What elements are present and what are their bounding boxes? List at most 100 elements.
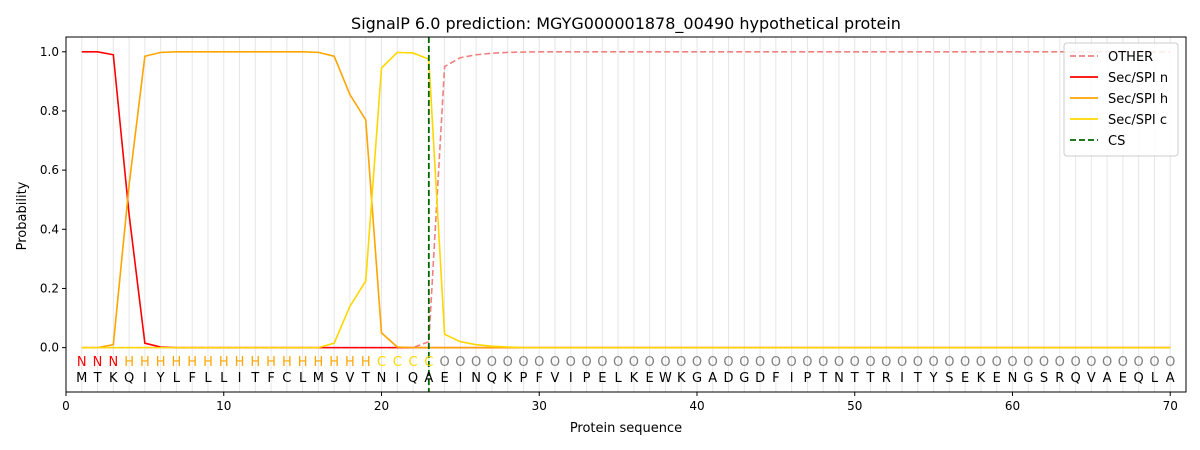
sequence-letter: N [471,371,481,386]
sequence-letter: E [440,371,448,386]
sequence-letter: L [614,371,622,386]
prediction-letter: O [913,355,923,370]
sequence-letter: I [790,371,794,386]
x-tick-label: 40 [689,399,704,413]
sequence-letter: F [188,371,195,386]
prediction-letter: O [944,355,954,370]
sequence-letter: K [977,371,986,386]
prediction-letter: H [172,355,182,370]
prediction-letter: H [235,355,245,370]
prediction-letter: O [1039,355,1049,370]
prediction-letter: O [834,355,844,370]
sequence-letter: K [109,371,118,386]
sequence-letter: L [1151,371,1159,386]
prediction-letter: O [992,355,1002,370]
prediction-letter: H [282,355,292,370]
sequence-letter: N [377,371,387,386]
grid-lines [81,37,1171,392]
prediction-letter: O [865,355,875,370]
prediction-letter: O [1023,355,1033,370]
x-tick-label: 50 [847,399,862,413]
sequence-letter: I [458,371,462,386]
prediction-letter: O [1118,355,1128,370]
sequence-letter: T [361,371,370,386]
sequence-letter: D [755,371,765,386]
x-tick-label: 70 [1163,399,1178,413]
x-tick-label: 60 [1005,399,1020,413]
y-tick-label: 0.0 [40,341,59,355]
prediction-letter: H [361,355,371,370]
prediction-letter: O [581,355,591,370]
prediction-letter: O [897,355,907,370]
sequence-letter: Q [408,371,418,386]
prediction-letter: H [124,355,134,370]
legend: OTHER Sec/SPI n Sec/SPI h Sec/SPI c CS [1063,42,1179,157]
prediction-letter: O [787,355,797,370]
prediction-letter: O [1086,355,1096,370]
y-tick-label: 0.8 [40,104,59,118]
prediction-letter: O [692,355,702,370]
prediction-letter: H [345,355,355,370]
prediction-letter: H [156,355,166,370]
y-tick-label: 0.4 [40,222,59,236]
prediction-letter: H [203,355,213,370]
sequence-letter: G [692,371,702,386]
plot-frame [65,36,1187,393]
prediction-letter: O [1165,355,1175,370]
x-tick-label: 30 [532,399,547,413]
prediction-letter: O [818,355,828,370]
prediction-letter: O [566,355,576,370]
sequence-letter: L [173,371,181,386]
sequence-letter: I [569,371,573,386]
x-tick-label: 10 [216,399,231,413]
prediction-letter: O [739,355,749,370]
prediction-letter: O [850,355,860,370]
legend-label: Sec/SPI n [1108,71,1168,86]
sequence-letter: P [583,371,591,386]
sequence-letter: T [250,371,259,386]
prediction-letter: O [629,355,639,370]
sequence-letter: E [993,371,1001,386]
sequence-letter: P [803,371,811,386]
prediction-letter: O [723,355,733,370]
sequence-letter: V [345,371,354,386]
legend-label: CS [1108,134,1125,149]
y-axis-label: Probability [15,181,30,250]
sequence-letter: R [882,371,891,386]
prediction-letter: O [660,355,670,370]
prediction-letter: O [976,355,986,370]
sequence-letter: D [724,371,734,386]
prediction-letter: H [329,355,339,370]
series-line-2 [81,50,1171,349]
sequence-letter: E [646,371,654,386]
prediction-letter: O [439,355,449,370]
prediction-letter: O [881,355,891,370]
sequence-letter: T [850,371,859,386]
prediction-letter: O [708,355,718,370]
sequence-letter: A [1166,371,1175,386]
sequence-letter: F [535,371,542,386]
prediction-letter: O [597,355,607,370]
prediction-letter: O [471,355,481,370]
sequence-letter: T [866,371,875,386]
sequence-letter: L [299,371,307,386]
prediction-letter: C [377,355,386,370]
sequence-letter: I [900,371,904,386]
sequence-letter: K [677,371,686,386]
prediction-letter: O [455,355,465,370]
sequence-letter: S [1040,371,1048,386]
prediction-letter: O [518,355,528,370]
prediction-letter: N [108,355,118,370]
sequence-letter: I [143,371,147,386]
sequence-letter: K [503,371,512,386]
sequence-letter: G [739,371,749,386]
sequence-letter: Y [929,371,938,386]
legend-label: OTHER [1108,50,1153,65]
prediction-letter: O [802,355,812,370]
sequence-letter: L [204,371,212,386]
sequence-letter: A [708,371,717,386]
prediction-letter: N [93,355,103,370]
prediction-letter: H [314,355,324,370]
prediction-letter: H [298,355,308,370]
prediction-letter: O [645,355,655,370]
